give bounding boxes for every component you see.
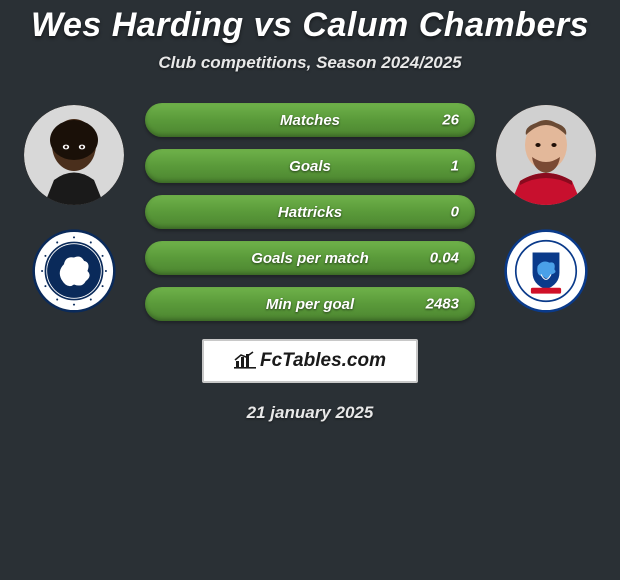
player-left-column [19,101,129,313]
cardiff-crest-icon [504,229,588,313]
stat-bars: Matches 26 Goals 1 Hattricks 0 Goals per… [145,101,475,321]
club-left-crest [32,229,116,313]
avatar-silhouette-icon [24,105,124,205]
brand-text: FcTables.com [260,350,386,372]
stat-bar-hattricks: Hattricks 0 [145,195,475,229]
avatar-silhouette-icon [496,105,596,205]
stat-value-right: 26 [442,112,459,129]
stat-bar-matches: Matches 26 [145,103,475,137]
date-text: 21 january 2025 [0,403,620,423]
millwall-crest-icon [32,229,116,313]
stat-bar-min-per-goal: Min per goal 2483 [145,287,475,321]
comparison-row: Matches 26 Goals 1 Hattricks 0 Goals per… [0,101,620,321]
stat-label: Matches [280,112,340,129]
chart-icon [234,351,256,372]
stat-bar-goals: Goals 1 [145,149,475,183]
player-right-avatar [496,105,596,205]
page-title: Wes Harding vs Calum Chambers [0,6,620,45]
stat-bar-goals-per-match: Goals per match 0.04 [145,241,475,275]
player-left-avatar [24,105,124,205]
brand-badge: FcTables.com [202,339,418,383]
stat-value-right: 2483 [426,296,459,313]
stat-label: Min per goal [266,296,354,313]
stat-value-right: 0 [451,204,459,221]
stat-value-right: 0.04 [430,250,459,267]
stat-value-right: 1 [451,158,459,175]
stat-label: Goals [289,158,331,175]
comparison-card: Wes Harding vs Calum Chambers Club compe… [0,0,620,423]
stat-label: Hattricks [278,204,342,221]
stat-label: Goals per match [251,250,369,267]
player-right-column [491,101,601,313]
subtitle: Club competitions, Season 2024/2025 [0,53,620,73]
club-right-crest [504,229,588,313]
